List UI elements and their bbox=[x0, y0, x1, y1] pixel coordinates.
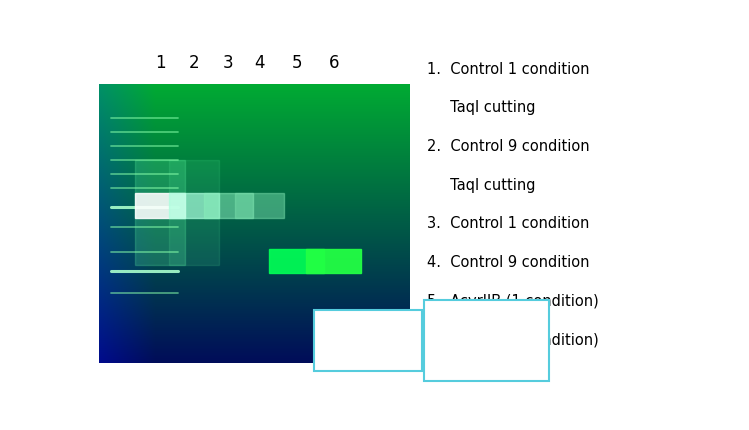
Text: Template : 1ng: Template : 1ng bbox=[316, 325, 419, 339]
Text: Buf. 9 condition: Buf. 9 condition bbox=[314, 346, 422, 360]
Bar bbox=[269, 249, 324, 273]
Bar bbox=[169, 193, 219, 218]
Text: 6: 6 bbox=[329, 54, 339, 72]
FancyBboxPatch shape bbox=[425, 300, 549, 381]
Bar bbox=[169, 160, 219, 265]
Text: 6.  AcvrIIB (9 condition): 6. AcvrIIB (9 condition) bbox=[428, 333, 599, 348]
Text: --------------: -------------- bbox=[434, 353, 551, 367]
Text: 1: 1 bbox=[155, 54, 166, 72]
Bar bbox=[234, 193, 284, 218]
Text: 3: 3 bbox=[223, 54, 234, 72]
Text: 68°C   30sec: 68°C 30sec bbox=[434, 322, 535, 336]
FancyBboxPatch shape bbox=[315, 310, 422, 371]
Text: 4.  Control 9 condition: 4. Control 9 condition bbox=[428, 255, 590, 270]
Bar bbox=[136, 160, 185, 265]
Text: 2: 2 bbox=[189, 54, 199, 72]
Text: 4: 4 bbox=[254, 54, 264, 72]
Text: 35 cycle: 35 cycle bbox=[434, 369, 501, 383]
Text: 2.  Control 9 condition: 2. Control 9 condition bbox=[428, 139, 590, 154]
Text: TaqI cutting: TaqI cutting bbox=[428, 178, 536, 193]
Text: 5.  AcvrIIB (1 condition): 5. AcvrIIB (1 condition) bbox=[428, 294, 599, 309]
Bar bbox=[306, 249, 362, 273]
Text: 68°C   30sec: 68°C 30sec bbox=[434, 338, 535, 351]
Bar bbox=[204, 193, 253, 218]
Text: 3.  Control 1 condition: 3. Control 1 condition bbox=[428, 216, 589, 231]
Bar bbox=[136, 193, 185, 218]
Text: 1.  Control 1 condition: 1. Control 1 condition bbox=[428, 61, 590, 77]
Text: 94°C   30sec: 94°C 30sec bbox=[434, 306, 535, 320]
Text: TaqI cutting: TaqI cutting bbox=[428, 100, 536, 115]
Text: 5: 5 bbox=[291, 54, 302, 72]
